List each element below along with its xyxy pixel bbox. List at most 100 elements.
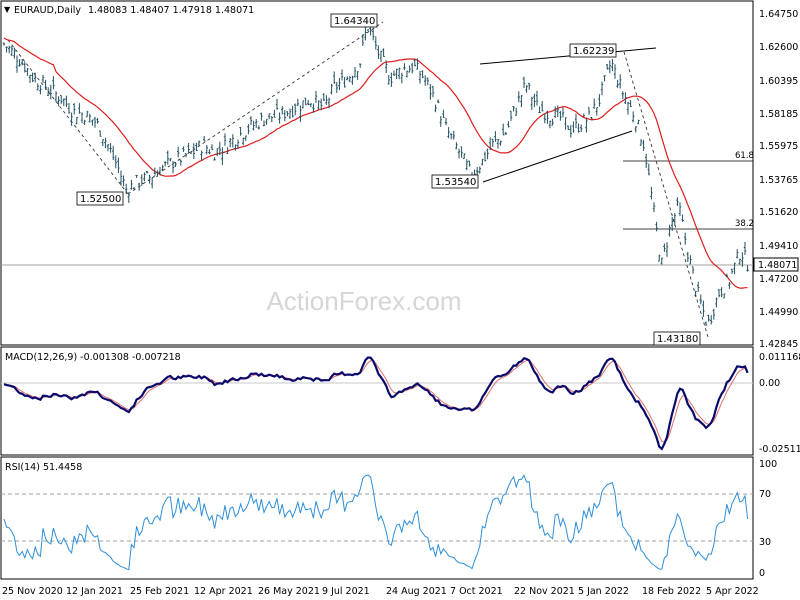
price-bar	[28, 74, 32, 84]
price-bar	[717, 288, 721, 298]
price-bar	[226, 147, 229, 154]
price-bar	[723, 293, 726, 299]
macd-y-axis: 0.011168 0.00 -0.025117	[759, 352, 800, 455]
trendline-down-dashed-left	[7, 39, 129, 195]
price-bar	[109, 143, 112, 153]
price-bar	[291, 105, 294, 118]
price-bar	[481, 158, 484, 166]
price-bar	[637, 119, 640, 125]
trendline-upper-channel	[479, 47, 657, 65]
price-bar	[70, 112, 73, 126]
price-bar	[676, 197, 679, 206]
price-bar	[223, 133, 227, 146]
price-bar	[639, 139, 643, 146]
price-bar	[611, 58, 614, 72]
price-bar	[351, 75, 354, 85]
price-bar	[494, 131, 497, 142]
price-bar	[5, 46, 8, 53]
price-y-tick: 1.44990	[759, 307, 798, 318]
price-bar	[135, 174, 138, 178]
rsi-layer	[3, 474, 749, 571]
price-bar	[392, 70, 396, 76]
price-bar	[244, 135, 247, 141]
price-bar	[127, 192, 130, 203]
price-bar	[216, 148, 219, 157]
price-bar	[304, 97, 307, 106]
price-bar	[660, 257, 663, 265]
price-bar	[645, 153, 648, 168]
price-bar	[187, 142, 190, 153]
price-bar	[634, 126, 637, 133]
price-bar	[528, 82, 531, 90]
price-bar	[195, 142, 198, 152]
price-bar	[535, 90, 539, 106]
price-bar	[442, 109, 445, 118]
price-bar	[286, 111, 289, 117]
price-bar	[239, 127, 242, 136]
price-bar	[707, 314, 710, 322]
price-bar	[60, 94, 63, 104]
price-bar	[496, 139, 500, 149]
macd-panel-frame	[0, 346, 754, 456]
price-y-tick: 1.47200	[759, 274, 798, 285]
price-bar	[294, 103, 297, 116]
price-bar	[418, 71, 422, 84]
price-bar	[455, 142, 458, 150]
x-tick: 25 Nov 2020	[2, 586, 63, 597]
price-bar	[177, 146, 180, 158]
price-bar	[691, 266, 695, 274]
price-bar	[486, 148, 489, 160]
macd-y-tick: 0.011168	[759, 352, 800, 363]
x-tick: 24 Aug 2021	[386, 586, 447, 597]
price-bar	[307, 99, 310, 106]
price-bar	[517, 91, 520, 103]
price-bar	[10, 45, 13, 57]
price-bar	[138, 182, 141, 191]
price-bar	[169, 158, 172, 162]
price-bar	[429, 84, 432, 100]
price-bar	[145, 171, 149, 174]
price-bar	[736, 249, 739, 259]
price-bar	[252, 120, 255, 131]
x-axis: 25 Nov 2020 12 Jan 2021 25 Feb 2021 12 A…	[2, 586, 759, 597]
price-y-tick: 1.62600	[759, 42, 798, 53]
price-bar	[665, 242, 669, 257]
price-bar	[624, 92, 627, 105]
price-bar	[91, 119, 94, 126]
price-bar	[728, 282, 731, 289]
price-bar	[556, 105, 559, 118]
price-bar	[561, 107, 565, 118]
price-bar	[268, 113, 271, 120]
price-bar	[689, 255, 692, 265]
price-bar	[15, 55, 19, 73]
watermark: ActionForex.com	[266, 286, 461, 316]
price-bar	[585, 117, 588, 133]
price-bar	[408, 65, 411, 73]
price-bar	[608, 60, 611, 74]
price-bar	[569, 125, 572, 138]
price-bar	[405, 70, 409, 78]
price-bar	[335, 81, 338, 93]
price-bar	[44, 79, 47, 90]
price-bar	[104, 137, 107, 149]
price-bar	[364, 26, 367, 41]
price-bar	[67, 102, 71, 114]
price-bar	[681, 214, 684, 222]
annotation-label: 1.64340	[334, 16, 375, 27]
price-bar	[463, 153, 466, 160]
price-bar	[546, 110, 549, 124]
current-price-box	[753, 257, 799, 272]
price-bar	[356, 71, 359, 80]
price-bar	[697, 281, 700, 293]
macd-y-tick: -0.025117	[759, 444, 800, 455]
price-bar	[543, 113, 546, 124]
price-bar	[652, 202, 656, 213]
price-bar	[21, 59, 24, 66]
price-bar	[377, 45, 380, 59]
x-tick: 9 Jul 2021	[322, 586, 370, 597]
price-bar	[598, 94, 601, 107]
price-bar	[140, 174, 143, 186]
price-bar	[122, 175, 125, 187]
price-bar	[530, 96, 533, 111]
